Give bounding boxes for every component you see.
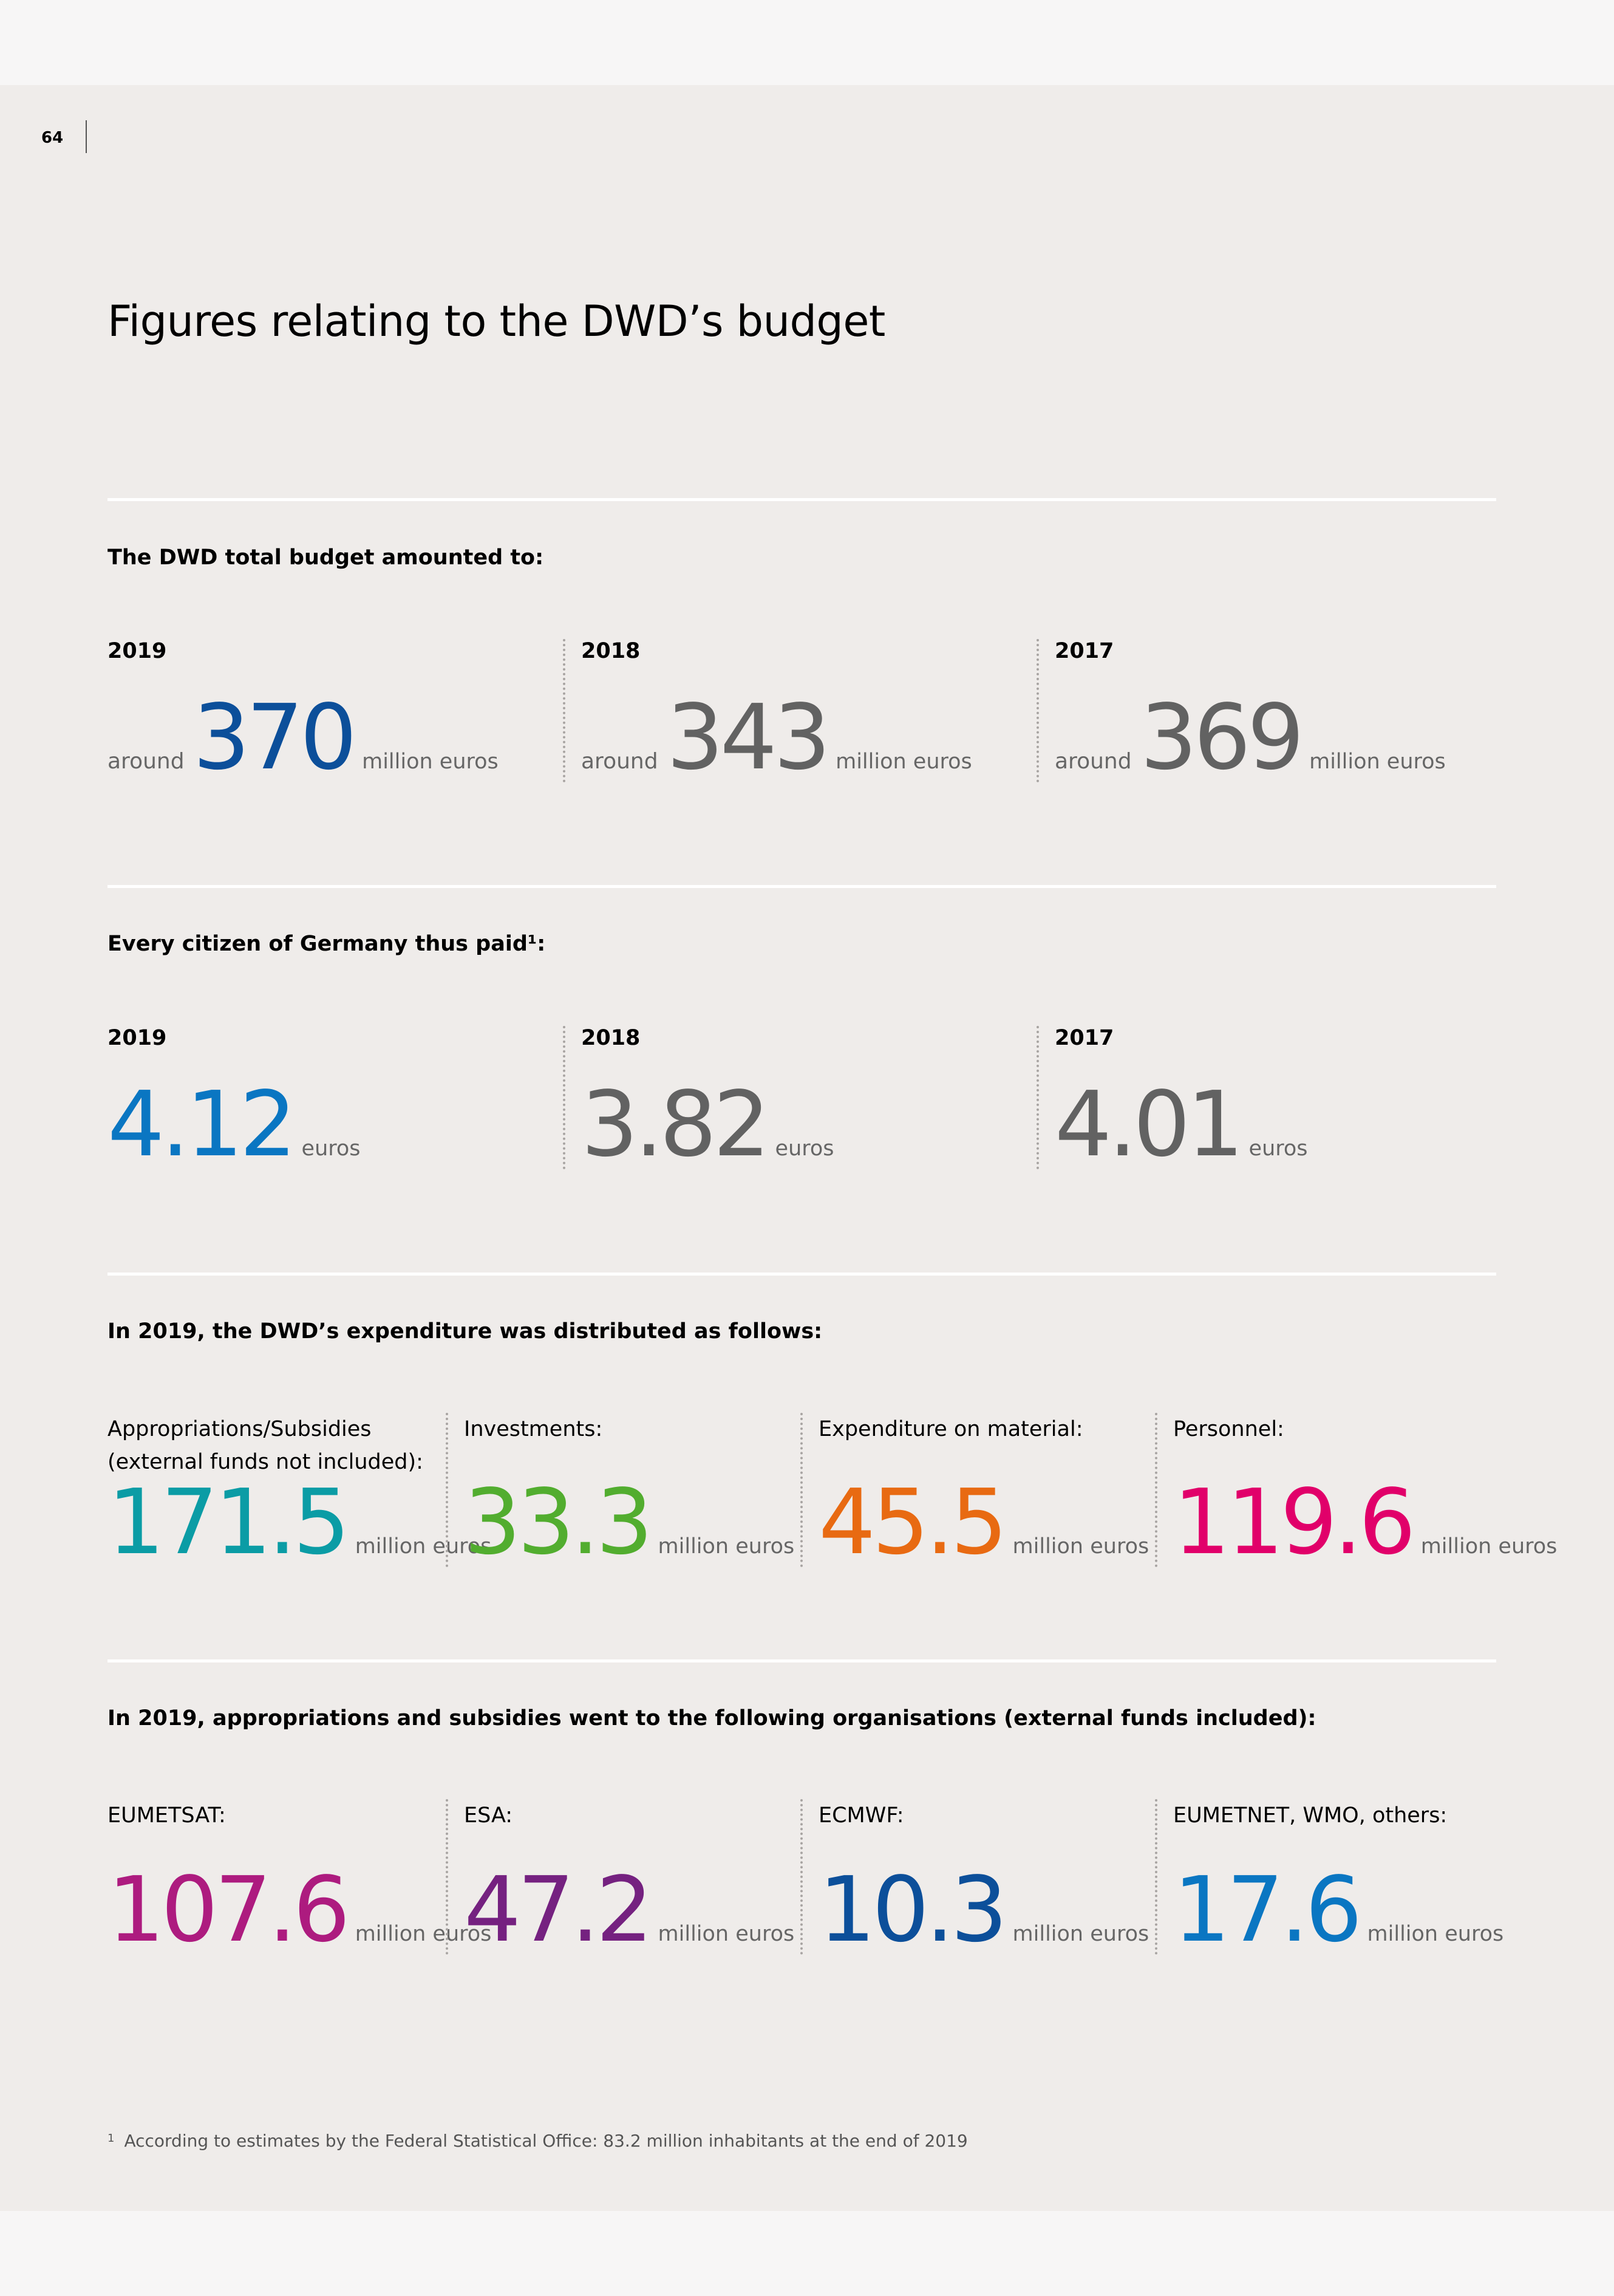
- expenditure-personnel: Personnel: 119.6 million euros: [1155, 1413, 1557, 1567]
- expenditure-figure: 171.5 million euros: [107, 1477, 491, 1567]
- org-ecmwf: ECMWF: 10.3 million euros: [800, 1799, 1149, 1955]
- expenditure-value: 119.6: [1173, 1470, 1416, 1574]
- prefix: around: [1055, 749, 1132, 774]
- unit: million euros: [1367, 1922, 1504, 1946]
- unit: million euros: [658, 1534, 795, 1559]
- organisation-value: 17.6: [1173, 1857, 1363, 1962]
- organisation-value: 10.3: [819, 1857, 1008, 1962]
- unit: euros: [1248, 1136, 1308, 1161]
- budget-figure: around 370 million euros: [107, 692, 499, 782]
- per-citizen-figure: 4.01 euros: [1055, 1079, 1308, 1169]
- prefix: around: [581, 749, 658, 774]
- year-label: 2019: [107, 1026, 167, 1050]
- organisation-figure: 10.3 million euros: [819, 1865, 1149, 1955]
- footnote-marker: 1: [107, 2132, 115, 2145]
- category-label: Expenditure on material:: [819, 1417, 1083, 1441]
- category-label: Appropriations/Subsidies (external funds…: [107, 1417, 423, 1474]
- category-label: Personnel:: [1173, 1417, 1284, 1441]
- organisation-value: 107.6: [107, 1857, 350, 1962]
- per-citizen-2018: 2018 3.82 euros: [563, 1026, 1017, 1169]
- organisation-figure: 47.2 million euros: [464, 1865, 794, 1955]
- unit: million euros: [355, 1534, 492, 1559]
- page-number-divider: [86, 120, 87, 153]
- org-eumetnet-wmo-others: EUMETNET, WMO, others: 17.6 million euro…: [1155, 1799, 1503, 1955]
- expenditure-value: 45.5: [819, 1470, 1008, 1574]
- unit: million euros: [658, 1922, 795, 1946]
- section-divider: [107, 1659, 1496, 1662]
- organisation-value: 47.2: [464, 1857, 653, 1962]
- year-label: 2019: [107, 639, 167, 663]
- section-divider: [107, 885, 1496, 888]
- per-citizen-value: 4.12: [107, 1072, 297, 1177]
- page-number: 64: [41, 129, 64, 147]
- section-divider: [107, 1273, 1496, 1276]
- year-label: 2018: [581, 1026, 641, 1050]
- org-eumetsat: EUMETSAT: 107.6 million euros: [107, 1799, 491, 1955]
- section-divider: [107, 498, 1496, 501]
- organisation-figure: 17.6 million euros: [1173, 1865, 1503, 1955]
- year-label: 2017: [1055, 1026, 1114, 1050]
- budget-value: 343: [666, 685, 831, 790]
- organisation-label: EUMETSAT:: [107, 1803, 226, 1828]
- unit: euros: [301, 1136, 361, 1161]
- year-label: 2017: [1055, 639, 1114, 663]
- year-label: 2018: [581, 639, 641, 663]
- organisation-label: ESA:: [464, 1803, 513, 1828]
- expenditure-value: 33.3: [464, 1470, 653, 1574]
- organisation-figure: 107.6 million euros: [107, 1865, 491, 1955]
- per-citizen-value: 4.01: [1055, 1072, 1244, 1177]
- prefix: around: [107, 749, 185, 774]
- budget-figure: around 343 million euros: [581, 692, 972, 782]
- unit: million euros: [355, 1922, 492, 1946]
- expenditure-figure: 33.3 million euros: [464, 1477, 794, 1567]
- per-citizen-2019: 2019 4.12 euros: [107, 1026, 545, 1169]
- unit: million euros: [1309, 750, 1446, 774]
- organisation-label: EUMETNET, WMO, others:: [1173, 1803, 1448, 1828]
- unit: million euros: [1012, 1922, 1149, 1946]
- budget-value: 370: [192, 685, 357, 790]
- expenditure-appropriations: Appropriations/Subsidies (external funds…: [107, 1413, 491, 1567]
- total-budget-heading: The DWD total budget amounted to:: [107, 545, 544, 570]
- expenditure-heading: In 2019, the DWD’s expenditure was distr…: [107, 1319, 823, 1344]
- org-esa: ESA: 47.2 million euros: [446, 1799, 794, 1955]
- category-label: Investments:: [464, 1417, 603, 1441]
- footnote: 1 According to estimates by the Federal S…: [107, 2131, 968, 2151]
- expenditure-value: 171.5: [107, 1470, 350, 1574]
- per-citizen-figure: 3.82 euros: [581, 1079, 834, 1169]
- per-citizen-2017: 2017 4.01 euros: [1037, 1026, 1491, 1169]
- per-citizen-value: 3.82: [581, 1072, 771, 1177]
- expenditure-figure: 45.5 million euros: [819, 1477, 1149, 1567]
- footnote-text: According to estimates by the Federal St…: [124, 2131, 968, 2151]
- organisations-heading: In 2019, appropriations and subsidies we…: [107, 1706, 1316, 1731]
- unit: million euros: [1420, 1534, 1558, 1559]
- budget-value: 369: [1140, 685, 1304, 790]
- expenditure-material: Expenditure on material: 45.5 million eu…: [800, 1413, 1149, 1567]
- expenditure-investments: Investments: 33.3 million euros: [446, 1413, 794, 1567]
- per-citizen-figure: 4.12 euros: [107, 1079, 361, 1169]
- total-budget-2017: 2017 around 369 million euros: [1037, 639, 1491, 782]
- page-title: Figures relating to the DWD’s budget: [107, 296, 885, 346]
- report-page: 64 Figures relating to the DWD’s budget …: [0, 85, 1614, 2211]
- total-budget-2019: 2019 around 370 million euros: [107, 639, 545, 782]
- unit: million euros: [1012, 1534, 1149, 1559]
- budget-figure: around 369 million euros: [1055, 692, 1446, 782]
- unit: million euros: [836, 750, 972, 774]
- unit: euros: [775, 1136, 834, 1161]
- total-budget-2018: 2018 around 343 million euros: [563, 639, 1017, 782]
- expenditure-figure: 119.6 million euros: [1173, 1477, 1557, 1567]
- unit: million euros: [362, 750, 499, 774]
- organisation-label: ECMWF:: [819, 1803, 904, 1828]
- per-citizen-heading: Every citizen of Germany thus paid¹:: [107, 932, 546, 956]
